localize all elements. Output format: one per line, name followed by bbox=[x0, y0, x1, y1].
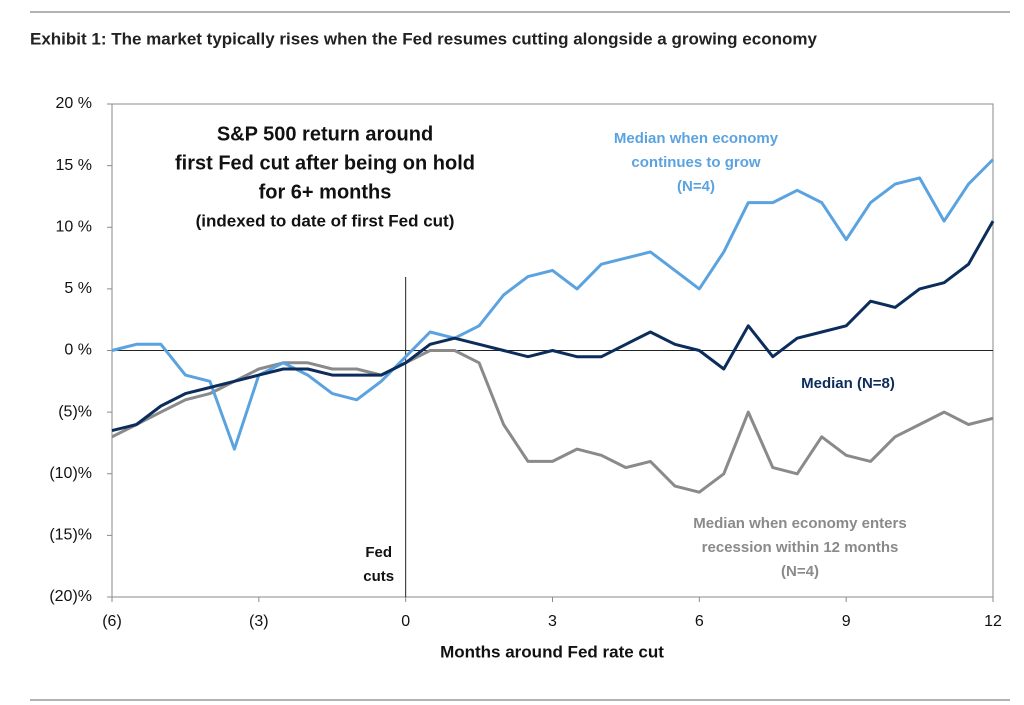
x-tick-label: 6 bbox=[695, 613, 704, 630]
y-tick-label: 5 % bbox=[64, 280, 92, 297]
series-label: continues to grow bbox=[631, 154, 760, 171]
inset-title: for 6+ months bbox=[259, 181, 392, 203]
x-tick-label: 9 bbox=[842, 613, 851, 630]
series-label: Median when economy bbox=[614, 130, 779, 147]
chart-title: Exhibit 1: The market typically rises wh… bbox=[30, 29, 817, 48]
series-label: (N=4) bbox=[781, 563, 819, 580]
inset-title: S&P 500 return around bbox=[217, 123, 433, 145]
x-tick-label: 0 bbox=[401, 613, 410, 630]
x-tick-label: 12 bbox=[984, 613, 1002, 630]
x-tick-label: (3) bbox=[249, 613, 269, 630]
series-line bbox=[111, 349, 994, 494]
inset-title: (indexed to date of first Fed cut) bbox=[196, 211, 455, 230]
inset-title: first Fed cut after being on hold bbox=[175, 152, 475, 174]
y-tick-label: (20)% bbox=[49, 588, 92, 605]
series-line bbox=[111, 220, 995, 433]
event-label: cuts bbox=[363, 568, 394, 585]
y-tick-label: 0 % bbox=[64, 342, 92, 359]
y-tick-label: (10)% bbox=[49, 465, 92, 482]
series-label: Median when economy enters bbox=[693, 515, 906, 532]
x-tick-label: 3 bbox=[548, 613, 557, 630]
y-tick-label: 20 % bbox=[56, 95, 92, 112]
y-tick-label: (5)% bbox=[58, 403, 92, 420]
series-label: recession within 12 months bbox=[702, 539, 899, 556]
y-tick-label: 10 % bbox=[56, 218, 92, 235]
x-axis-title: Months around Fed rate cut bbox=[440, 642, 664, 661]
y-tick-label: 15 % bbox=[56, 157, 92, 174]
y-tick-label: (15)% bbox=[49, 527, 92, 544]
series-line bbox=[111, 158, 995, 451]
series-label: Median (N=8) bbox=[801, 375, 895, 392]
event-label: Fed bbox=[365, 544, 392, 561]
series-label: (N=4) bbox=[677, 178, 715, 195]
x-tick-label: (6) bbox=[102, 613, 122, 630]
